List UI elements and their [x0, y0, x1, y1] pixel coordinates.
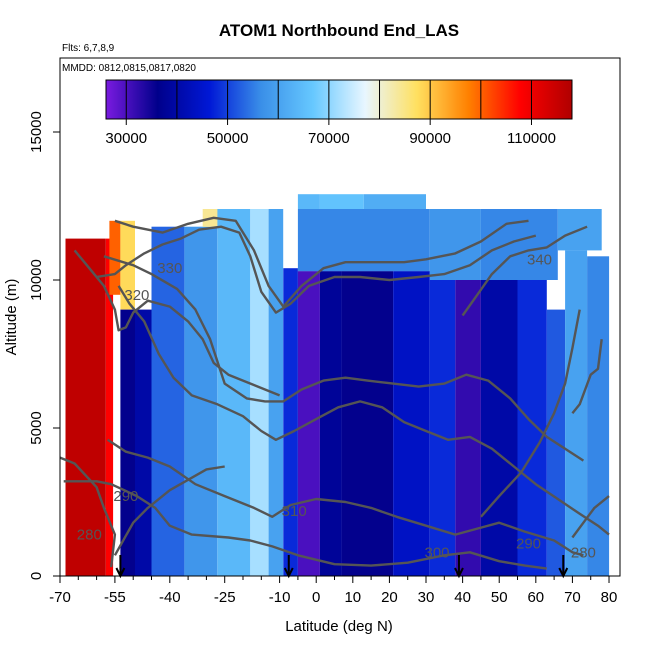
plot-frame — [59, 57, 621, 577]
contour-labels: 330 320 340 290 280 310 300 290 280 — [77, 251, 596, 561]
heatmap-cell-14 — [319, 271, 342, 576]
x-axis: -70 -55 -40 -25 -10 0 10 20 30 40 50 60 70 80 — [49, 576, 617, 606]
y-tick-label-1: 5000 — [28, 411, 45, 444]
contour-line-3 — [106, 438, 584, 557]
y-tick-label-3: 15000 — [28, 111, 45, 153]
flights-annotation: Flts: 6,7,8,9 — [62, 43, 115, 54]
y-tick-label-0: 0 — [28, 572, 45, 580]
heatmap-cell-1 — [105, 238, 114, 576]
heatmap-cell-29 — [319, 194, 364, 209]
x-tick-label-9: 40 — [454, 589, 471, 606]
contour-line-6 — [461, 225, 588, 317]
heatmap-cell-9 — [217, 209, 251, 576]
heatmap-cell-4 — [120, 309, 135, 576]
y-axis-label: Altitude (m) — [3, 279, 20, 356]
heatmap-cell-19 — [480, 280, 518, 576]
heatmap-cell-15 — [341, 271, 393, 576]
x-tick-label-10: 50 — [491, 589, 508, 606]
heatmap-cell-17 — [429, 271, 456, 576]
x-tick-label-3: -25 — [214, 589, 236, 606]
contour-line-10 — [480, 309, 581, 518]
x-tick-label-11: 60 — [527, 589, 544, 606]
contour-line-0 — [59, 456, 117, 568]
heatmap-cell-20 — [517, 280, 547, 576]
heatmap-cell-30 — [363, 194, 426, 209]
colorbar: 30000 50000 70000 90000 110000 — [105, 79, 573, 147]
contour-label-7: 290 — [516, 535, 541, 552]
x-tick-label-0: -70 — [49, 589, 71, 606]
colorbar-tick-label-0: 30000 — [105, 130, 147, 147]
heatmap-cell-0 — [65, 238, 106, 576]
x-tick-label-2: -40 — [159, 589, 181, 606]
heatmap-cell-23 — [587, 256, 610, 576]
x-tick-label-12: 70 — [564, 589, 581, 606]
heatmap-cell-26 — [480, 209, 558, 280]
x-tick-label-7: 20 — [381, 589, 398, 606]
contour-label-1: 320 — [124, 287, 149, 304]
colorbar-tick-label-4: 110000 — [507, 130, 556, 147]
colorbar-tick-label-1: 50000 — [207, 130, 249, 147]
contour-line-2 — [63, 480, 547, 570]
heatmap-cell-5 — [135, 309, 152, 576]
heatmap-cell-12 — [283, 268, 298, 576]
x-tick-label-6: 10 — [344, 589, 361, 606]
contour-line-12 — [571, 495, 610, 539]
y-axis: 0 5000 10000 15000 — [28, 111, 60, 580]
y-tick-label-2: 10000 — [28, 259, 45, 301]
heatmap-cell-18 — [455, 280, 481, 576]
contour-label-5: 310 — [282, 503, 307, 520]
colorbar-tick-label-3: 90000 — [409, 130, 451, 147]
x-tick-label-4: -10 — [269, 589, 291, 606]
x-tick-label-13: 80 — [601, 589, 618, 606]
heatmap-cell-2 — [109, 220, 121, 295]
heatmap-cell-16 — [393, 271, 430, 576]
x-axis-label: Latitude (deg N) — [285, 618, 393, 635]
contour-label-0: 330 — [157, 260, 182, 277]
dates-annotation: MMDD: 0812,0815,0817,0820 — [62, 63, 196, 74]
contour-line-8 — [73, 249, 281, 397]
colorbar-gradient — [105, 79, 573, 120]
contour-label-6: 300 — [424, 544, 449, 561]
heatmap-cell-28 — [297, 194, 320, 209]
chart-title: ATOM1 Northbound End_LAS — [219, 21, 459, 40]
heatmap-cell-10 — [250, 209, 269, 576]
colorbar-tick-label-2: 70000 — [308, 130, 350, 147]
contour-line-1 — [113, 465, 225, 556]
x-tick-label-5: 0 — [312, 589, 320, 606]
heatmap-cell-22 — [565, 250, 588, 576]
x-tick-label-8: 30 — [418, 589, 435, 606]
x-tick-label-1: -55 — [104, 589, 126, 606]
contour-line-11 — [571, 339, 603, 414]
contour-label-3: 290 — [113, 488, 138, 505]
contour-line-4 — [117, 285, 610, 536]
contour-lines — [59, 216, 610, 570]
contour-label-2: 340 — [527, 251, 552, 268]
contour-label-4: 280 — [77, 527, 102, 544]
contour-line-7 — [96, 225, 537, 314]
contour-line-9 — [114, 216, 529, 308]
contour-label-8: 280 — [571, 544, 596, 561]
contour-line-5 — [103, 255, 585, 462]
